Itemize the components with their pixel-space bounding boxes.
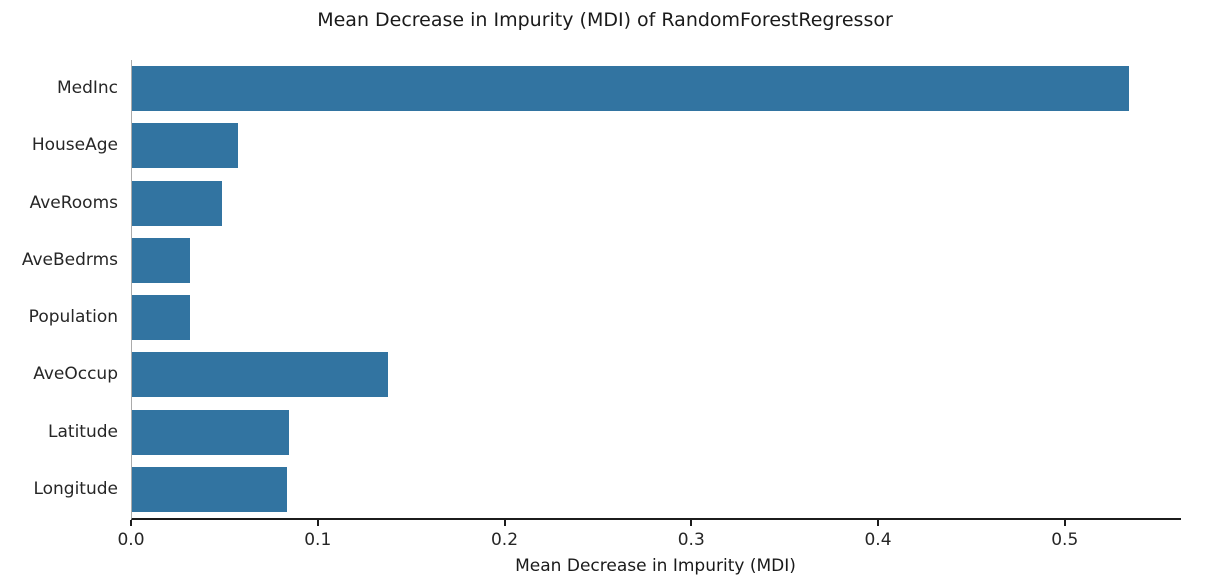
y-tick-label: Latitude [48,421,118,442]
chart-title: Mean Decrease in Impurity (MDI) of Rando… [317,9,893,31]
y-tick-label: HouseAge [31,135,118,156]
y-tick-label: AveOccup [33,364,118,385]
x-axis: 0.0 0.1 0.2 0.3 0.4 0.5 [117,520,1180,560]
y-tick-label: MedInc [56,78,118,99]
x-tick-label: 0.0 [117,530,145,550]
x-tick-label: 0.1 [304,530,332,550]
x-tick-mark [130,520,132,526]
bar-aveoccup [132,352,388,398]
bar-population [132,295,190,341]
bar-avebedrms [132,237,190,283]
y-tick-label: AveRooms [29,192,118,213]
x-tick-mark [877,520,880,526]
y-tick-label: Longitude [33,478,118,499]
y-axis-labels: MedInc HouseAge AveRooms AveBedrms Populatio… [0,60,118,518]
x-tick-label: 0.3 [677,530,705,550]
bar-longitude [132,466,287,512]
y-tick-label: Population [28,307,118,328]
x-tick-label: 0.2 [490,530,519,550]
x-tick-label: 0.4 [864,530,892,550]
y-tick-label: AveBedrms [21,249,118,270]
plot-area [131,60,1181,520]
bar-averooms [132,180,222,226]
bar-medinc [132,66,1130,112]
x-axis-label: Mean Decrease in Impurity (MDI) [515,556,796,576]
x-tick-mark [316,520,319,526]
x-tick-mark [503,520,506,526]
x-tick-label: 0.5 [1051,530,1079,550]
x-tick-mark [690,520,693,526]
bar-houseage [132,123,239,169]
bar-latitude [132,409,289,455]
x-tick-mark [1063,520,1066,526]
